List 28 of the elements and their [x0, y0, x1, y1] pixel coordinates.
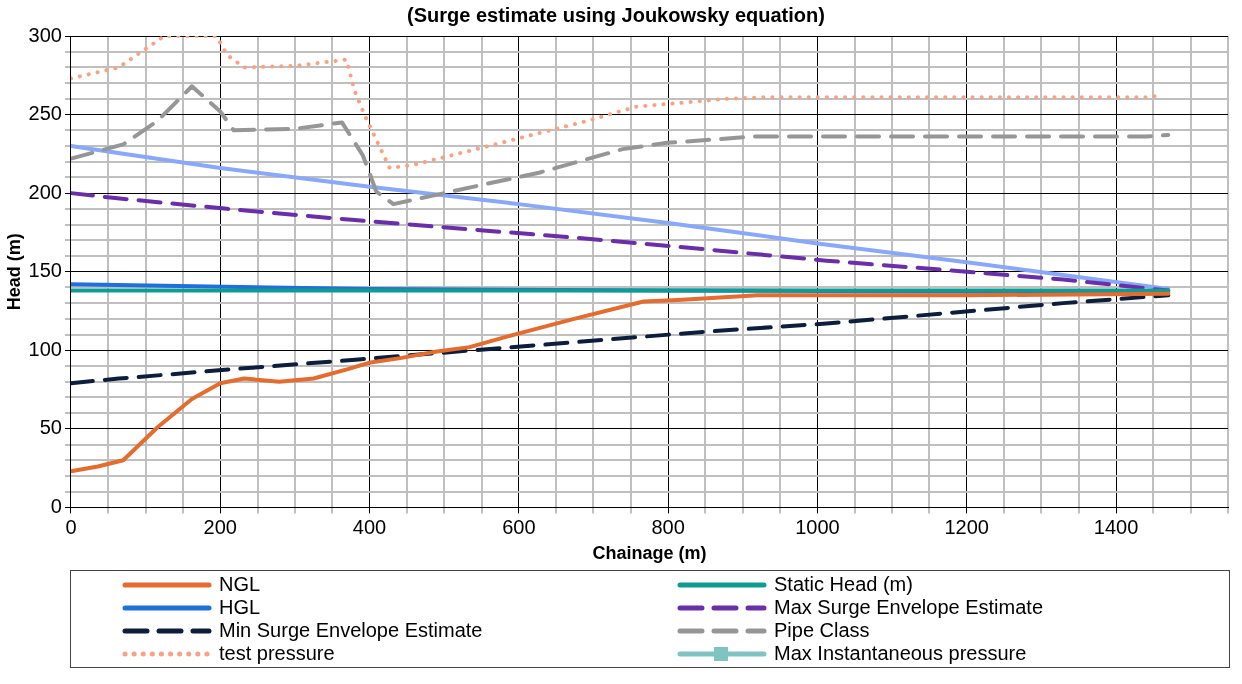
- y-tick-label: 150: [28, 259, 62, 282]
- x-tick-label: 200: [203, 515, 237, 538]
- legend-label: NGL: [219, 573, 261, 596]
- legend-label: test pressure: [219, 642, 335, 665]
- chart-title: (Surge estimate using Joukowsky equation): [407, 3, 825, 26]
- legend-label: Max Instantaneous pressure: [774, 642, 1027, 665]
- line-series: [70, 293, 1171, 386]
- y-tick-label: 100: [28, 337, 62, 360]
- y-tick-label: 200: [28, 180, 62, 203]
- x-tick-label: 1000: [795, 515, 840, 538]
- line-series: [70, 84, 1171, 207]
- x-tick-label: 1200: [944, 515, 989, 538]
- x-axis-title: Chainage (m): [592, 543, 707, 564]
- legend-label: Static Head (m): [774, 573, 913, 596]
- y-tick-label: 0: [50, 494, 62, 517]
- x-tick-label: 0: [65, 515, 77, 538]
- y-axis-title: Head (m): [3, 233, 24, 311]
- legend-label: HGL: [219, 596, 261, 619]
- y-tick-label: 250: [28, 102, 62, 125]
- y-tick-label: 50: [39, 416, 62, 439]
- x-tick-label: 1400: [1093, 515, 1139, 538]
- x-tick-label: 800: [651, 515, 685, 538]
- legend-label: Max Surge Envelope Estimate: [774, 596, 1044, 619]
- legend-label: Min Surge Envelope Estimate: [219, 619, 483, 642]
- x-tick-label: 400: [352, 515, 387, 538]
- x-tick-label: 600: [502, 515, 536, 538]
- legend-label: Pipe Class: [774, 619, 870, 642]
- y-tick-label: 300: [28, 23, 62, 46]
